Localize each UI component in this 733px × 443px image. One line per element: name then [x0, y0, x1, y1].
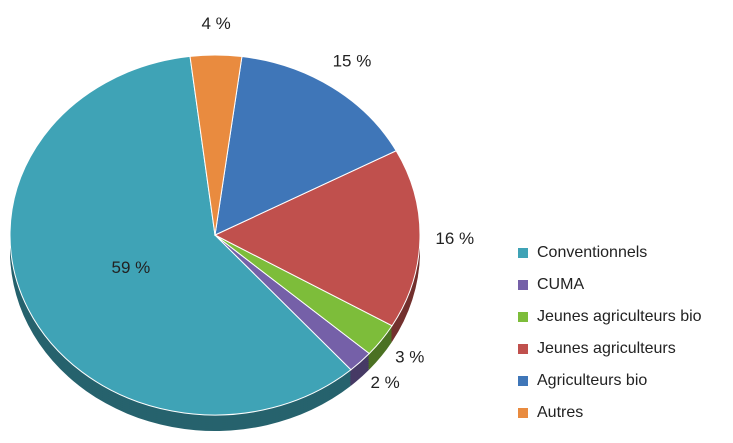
legend-label: Jeunes agriculteurs [537, 340, 676, 357]
slice [9, 55, 352, 416]
data-label: 3 % [395, 347, 424, 366]
data-label: 4 % [201, 14, 230, 33]
legend-label: CUMA [537, 276, 584, 293]
slice [189, 54, 243, 236]
legend-swatch [518, 376, 528, 386]
legend-swatch [518, 248, 528, 258]
legend-swatch [518, 344, 528, 354]
legend-swatch [518, 408, 528, 418]
legend-label: Conventionnels [537, 244, 647, 261]
data-label: 59 % [112, 258, 151, 277]
legend-label: Jeunes agriculteurs bio [537, 308, 702, 325]
data-label: 16 % [435, 229, 474, 248]
data-label: 15 % [333, 52, 372, 71]
slice [214, 56, 397, 236]
legend-label: Agriculteurs bio [537, 372, 647, 389]
legend-swatch [518, 312, 528, 322]
legend-swatch [518, 280, 528, 290]
slice [213, 150, 421, 327]
data-label: 2 % [370, 373, 399, 392]
legend-label: Autres [537, 404, 583, 421]
